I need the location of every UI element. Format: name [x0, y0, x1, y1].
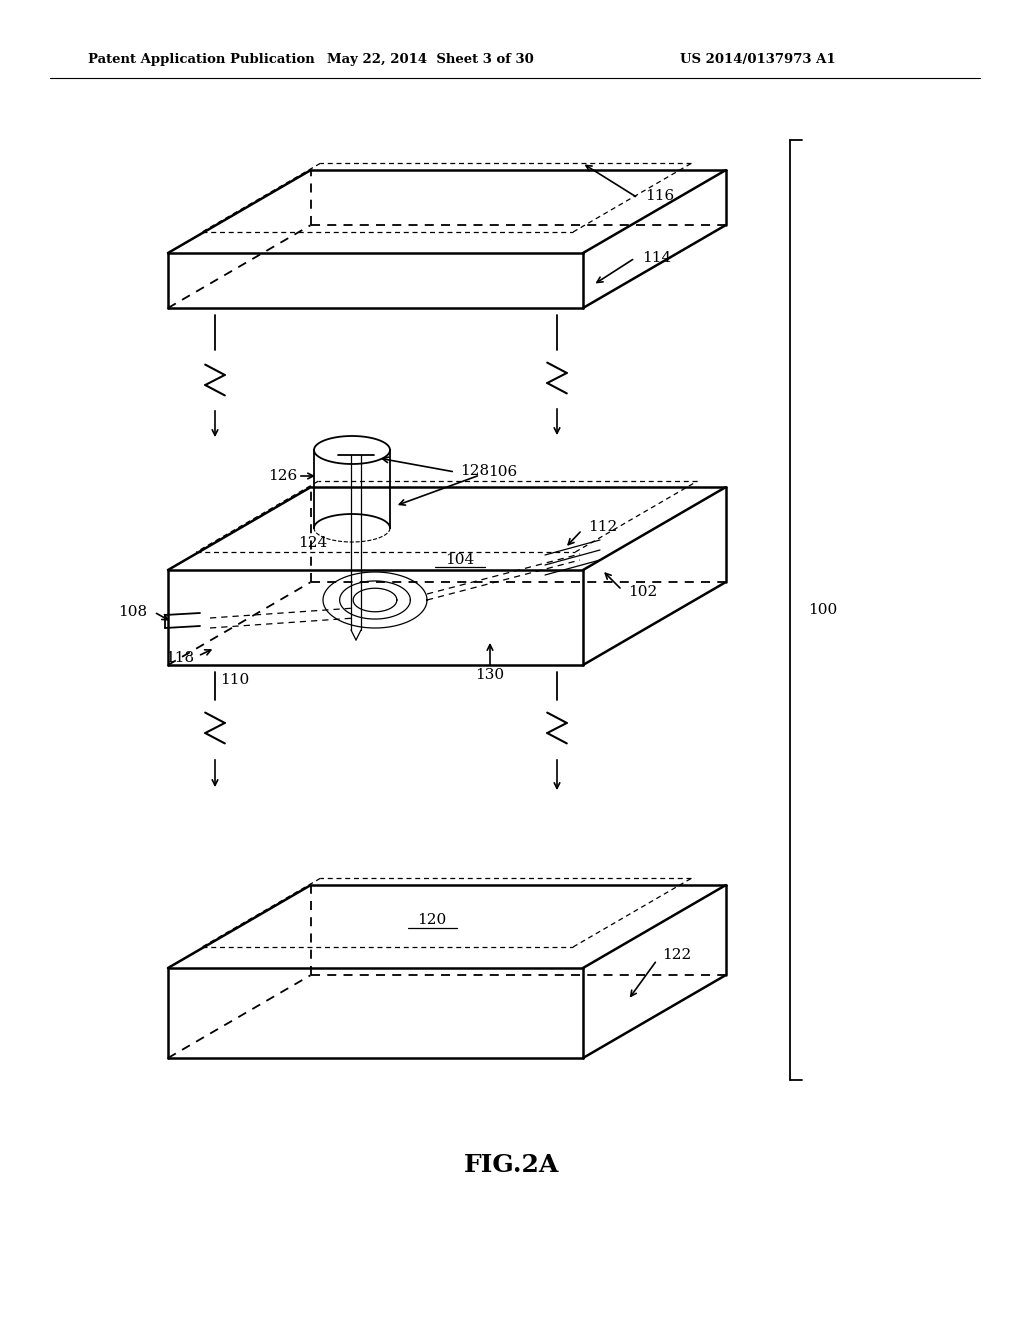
Text: 126: 126 [268, 469, 297, 483]
Text: 122: 122 [662, 948, 691, 962]
Text: 112: 112 [588, 520, 617, 535]
Text: 100: 100 [808, 603, 838, 616]
Text: 120: 120 [418, 913, 446, 927]
Text: 118: 118 [165, 651, 195, 665]
Text: US 2014/0137973 A1: US 2014/0137973 A1 [680, 54, 836, 66]
Text: 128: 128 [460, 465, 489, 478]
Text: 102: 102 [628, 585, 657, 599]
Text: FIG.2A: FIG.2A [464, 1152, 560, 1177]
Text: 130: 130 [475, 668, 504, 682]
Text: 104: 104 [445, 553, 475, 568]
Text: 106: 106 [488, 465, 517, 479]
Text: 108: 108 [118, 605, 147, 619]
Text: 114: 114 [642, 251, 672, 265]
Text: 116: 116 [645, 189, 674, 203]
Text: Patent Application Publication: Patent Application Publication [88, 54, 314, 66]
Text: May 22, 2014  Sheet 3 of 30: May 22, 2014 Sheet 3 of 30 [327, 54, 534, 66]
Text: 110: 110 [220, 673, 249, 686]
Text: 124: 124 [298, 536, 328, 550]
